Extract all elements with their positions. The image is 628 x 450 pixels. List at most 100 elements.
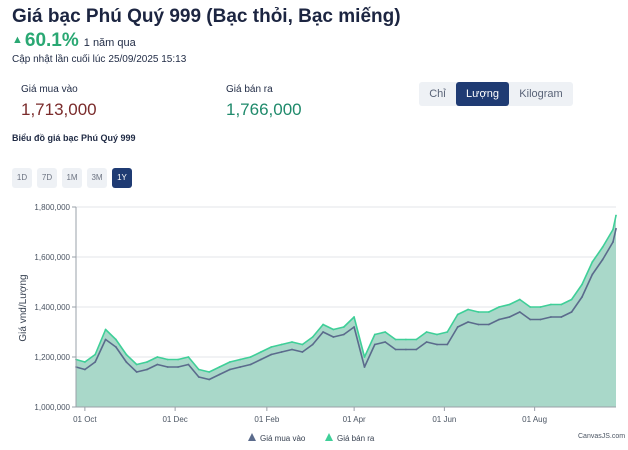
legend-buy-label: Giá mua vào bbox=[260, 434, 306, 443]
legend-sell-marker bbox=[325, 433, 333, 441]
buy-price-point bbox=[487, 323, 490, 326]
buy-price-point bbox=[291, 348, 293, 351]
legend-sell-label: Giá bán ra bbox=[337, 434, 375, 443]
buy-price-point bbox=[467, 321, 469, 323]
x-tick-label: 01 Oct bbox=[73, 415, 97, 424]
tab-chi[interactable]: Chỉ bbox=[429, 88, 446, 100]
buy-price-point bbox=[498, 318, 500, 321]
buy-price-point bbox=[560, 316, 563, 318]
buy-price-point bbox=[301, 351, 304, 353]
buy-price-point bbox=[615, 227, 617, 230]
sell-price-point bbox=[498, 306, 500, 308]
buy-price-point bbox=[529, 318, 532, 321]
buy-price-point bbox=[550, 316, 552, 318]
buy-price-point bbox=[197, 376, 200, 378]
buy-price-point bbox=[446, 343, 449, 346]
range-1d-button[interactable]: 1D bbox=[12, 168, 32, 188]
sell-price-point bbox=[467, 308, 469, 311]
buy-price-point bbox=[229, 368, 231, 371]
sell-price-point bbox=[208, 371, 211, 373]
buy-price-point bbox=[373, 343, 376, 346]
sell-price-point bbox=[94, 353, 97, 356]
buy-price-point bbox=[125, 361, 128, 363]
range-selector: 1D 7D 1M 3M 1Y bbox=[12, 168, 137, 188]
sell-price-point bbox=[394, 338, 397, 341]
sell-price-point bbox=[197, 368, 200, 371]
sell-price-point bbox=[615, 214, 617, 217]
buy-price-point bbox=[104, 338, 107, 341]
sell-price-point bbox=[477, 311, 480, 313]
unit-tabs: Chỉ Lượng Kilogram bbox=[419, 82, 573, 106]
up-arrow-icon: ▲ bbox=[12, 34, 23, 46]
buy-price-point bbox=[156, 363, 159, 366]
buy-price-point bbox=[570, 311, 573, 313]
buy-price-point bbox=[425, 341, 428, 343]
sell-price-point bbox=[146, 361, 148, 363]
sell-price-point bbox=[260, 351, 262, 353]
buy-price-point bbox=[353, 326, 355, 328]
buy-price-point bbox=[394, 348, 397, 351]
sell-price-value: 1,766,000 bbox=[226, 100, 302, 119]
x-tick-label: 01 Aug bbox=[522, 415, 547, 424]
chart-caption: Biểu đồ giá bạc Phú Quý 999 bbox=[12, 133, 136, 143]
legend-buy-marker bbox=[248, 433, 256, 441]
buy-price-point bbox=[332, 336, 335, 338]
sell-price-point bbox=[384, 331, 387, 333]
sell-price-point bbox=[560, 303, 563, 306]
sell-price-point bbox=[373, 333, 376, 336]
sell-price-point bbox=[291, 341, 293, 343]
updated-label: Cập nhật lần cuối lúc bbox=[12, 54, 106, 65]
y-tick-label: 1,200,000 bbox=[34, 353, 70, 362]
buy-price-point bbox=[249, 363, 252, 366]
buy-price-point bbox=[581, 296, 583, 298]
buy-price-point bbox=[177, 366, 180, 368]
range-1y-button[interactable]: 1Y bbox=[112, 168, 132, 188]
chart-credit: CanvasJS.com bbox=[578, 433, 626, 440]
buy-price-point bbox=[187, 363, 190, 366]
sell-price-point bbox=[591, 261, 594, 263]
y-tick-label: 1,800,000 bbox=[34, 203, 70, 212]
sell-price-point bbox=[229, 361, 231, 363]
sell-price-point bbox=[125, 353, 128, 356]
buy-price-point bbox=[146, 368, 148, 371]
sell-price-point bbox=[415, 338, 418, 341]
y-tick-label: 1,600,000 bbox=[34, 253, 70, 262]
sell-price-label: Giá bán ra bbox=[226, 84, 273, 95]
sell-price-point bbox=[239, 358, 242, 361]
x-tick-label: 01 Jun bbox=[432, 415, 456, 424]
change-percent: 60.1% bbox=[24, 30, 79, 51]
buy-price-point bbox=[612, 241, 614, 243]
sell-price-point bbox=[612, 228, 614, 231]
range-3m-button[interactable]: 3M bbox=[87, 168, 107, 188]
sell-price-point bbox=[135, 363, 138, 366]
buy-price-point bbox=[208, 378, 211, 381]
buy-price-point bbox=[342, 333, 345, 336]
sell-price-point bbox=[405, 338, 407, 341]
sell-price-point bbox=[446, 331, 449, 333]
range-1m-button[interactable]: 1M bbox=[62, 168, 82, 188]
buy-price-point bbox=[591, 273, 594, 276]
buy-price-value: 1,713,000 bbox=[21, 100, 97, 119]
sell-price-point bbox=[487, 311, 490, 313]
sell-price-point bbox=[301, 343, 304, 346]
buy-price-point bbox=[84, 368, 86, 371]
buy-price-point bbox=[115, 346, 117, 348]
buy-price-point bbox=[239, 366, 242, 368]
tab-kilogram[interactable]: Kilogram bbox=[519, 88, 563, 100]
buy-price-point bbox=[270, 353, 273, 356]
sell-price-point bbox=[342, 326, 345, 328]
buy-price-point bbox=[218, 373, 221, 376]
sell-price-point bbox=[104, 328, 107, 331]
tab-luong[interactable]: Lượng bbox=[456, 82, 509, 106]
buy-price-point bbox=[94, 361, 97, 363]
sell-price-point bbox=[518, 298, 521, 301]
y-tick-label: 1,000,000 bbox=[34, 403, 70, 412]
buy-price-point bbox=[135, 371, 138, 373]
buy-price-point bbox=[436, 343, 438, 346]
buy-price-point bbox=[384, 341, 387, 343]
range-7d-button[interactable]: 7D bbox=[37, 168, 57, 188]
buy-price-point bbox=[363, 366, 366, 368]
sell-price-point bbox=[218, 366, 221, 368]
chart-legend: Giá mua vào Giá bán ra bbox=[248, 433, 375, 443]
